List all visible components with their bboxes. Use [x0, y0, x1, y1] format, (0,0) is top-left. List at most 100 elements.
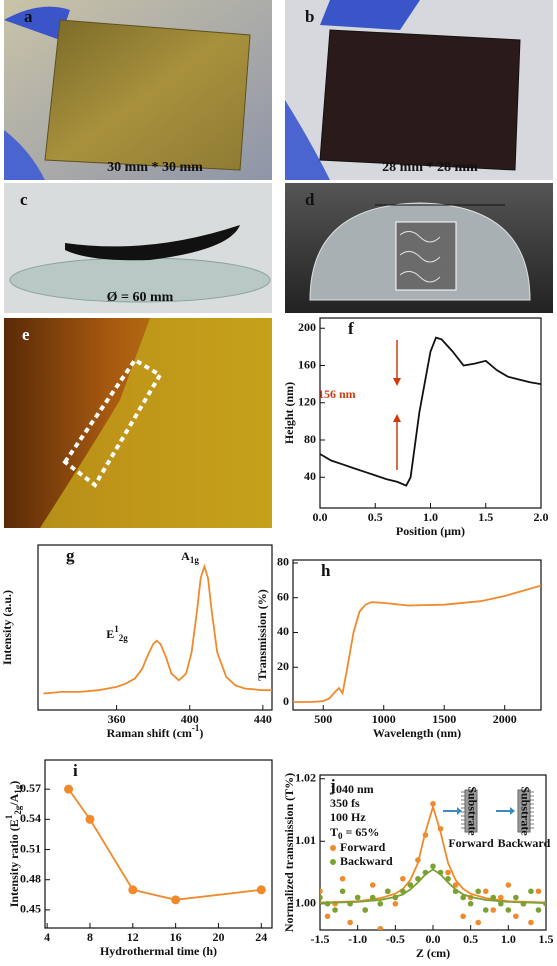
y-axis-label-part: ): [7, 781, 21, 785]
annotation: T0 = 65%: [330, 825, 379, 841]
data-line: [67, 788, 262, 901]
data-point: [362, 907, 369, 913]
y-axis-label-part: /A: [7, 793, 21, 806]
x-tick-label: 0.0: [313, 510, 328, 524]
y-tick-label: 40: [304, 469, 316, 483]
y-tick-label: 0: [283, 694, 289, 708]
data-point: [452, 882, 459, 888]
data-point: [535, 907, 542, 913]
plot-frame: [292, 559, 542, 711]
data-point: [407, 882, 414, 888]
annotation-part: T: [330, 825, 338, 839]
x-axis-label-part: -1: [192, 723, 200, 733]
data-point: [324, 913, 331, 920]
legend-marker: [330, 845, 336, 851]
x-axis-label: Position (μm): [396, 524, 465, 538]
x-tick-label: 1.5: [478, 510, 493, 524]
data-point: [467, 900, 474, 907]
data-line: [320, 336, 541, 487]
arrow-head: [393, 378, 401, 386]
y-tick-label: 80: [277, 555, 289, 569]
x-tick-label: -0.5: [386, 932, 405, 946]
panel-label: f: [348, 319, 354, 338]
data-point: [400, 875, 406, 882]
x-tick-label: 24: [255, 930, 267, 944]
annotation-part: E: [106, 627, 114, 641]
y-tick-label: 0.45: [20, 902, 41, 916]
x-tick-label: 20: [212, 930, 224, 944]
panel-label: b: [305, 7, 314, 26]
annotation-part: 1: [114, 624, 119, 634]
x-tick-label: 2000: [493, 712, 517, 726]
panel-label: g: [66, 546, 75, 565]
panel-label: j: [329, 776, 336, 795]
photo-caption: Ø = 60 mm: [107, 290, 174, 305]
photo-a: a 30 mm * 30 mm: [4, 0, 272, 180]
plot-frame: [37, 544, 273, 711]
data-point: [377, 900, 384, 907]
data-point: [430, 800, 436, 807]
y-tick-label: 40: [277, 624, 289, 638]
data-point: [385, 888, 391, 895]
x-axis-label: Raman shift (cm-1): [107, 723, 204, 740]
annotation-part: A: [181, 549, 190, 563]
data-point: [171, 895, 181, 905]
x-tick-label: 4: [44, 930, 50, 944]
x-tick-label: 440: [254, 712, 272, 726]
data-line: [43, 563, 272, 695]
y-axis-label-part: 1: [4, 814, 14, 819]
panel-label: e: [22, 325, 30, 344]
fit-line: [320, 803, 546, 904]
legend-label: Forward: [340, 840, 386, 854]
annotation-part: 2g: [119, 633, 129, 643]
arrow-head: [393, 414, 401, 422]
legend-marker: [330, 859, 336, 865]
data-point: [482, 907, 489, 913]
x-tick-label: 1500: [432, 712, 456, 726]
panel-label: d: [305, 190, 315, 209]
data-point: [498, 894, 504, 901]
inset-label: Substrate: [465, 786, 479, 836]
annotation: E12g: [106, 624, 128, 643]
x-tick-label: 1.0: [423, 510, 438, 524]
data-point: [475, 888, 482, 895]
y-axis-label-part: 1g: [13, 784, 23, 794]
data-line: [293, 584, 541, 703]
y-tick-label: 0.54: [20, 811, 41, 825]
data-point: [528, 919, 534, 926]
data-point: [369, 894, 376, 901]
y-tick-label: 0.57: [20, 781, 41, 795]
data-point: [498, 900, 504, 907]
x-tick-label: 2.0: [534, 510, 549, 524]
substrate: [464, 789, 478, 833]
panel-label: h: [321, 561, 331, 580]
annotation-part: 0: [338, 831, 343, 841]
y-axis-label-part: Intensity ratio (E: [7, 819, 21, 907]
substrate: [517, 789, 531, 833]
data-point: [320, 894, 323, 901]
fit-line: [320, 868, 546, 904]
y-axis-label: Intensity ratio (E12g/A1g): [4, 781, 23, 908]
data-point: [339, 888, 346, 895]
data-point: [256, 885, 266, 895]
data-point: [505, 882, 512, 888]
data-point: [460, 913, 466, 920]
data-point: [64, 784, 74, 794]
plot-frame: [44, 759, 273, 929]
annotation: A1g: [181, 549, 199, 565]
annotation-part: = 65%: [343, 825, 380, 839]
y-tick-label: 0.51: [20, 841, 41, 855]
y-tick-label: 0.48: [20, 871, 41, 885]
data-point: [528, 888, 534, 895]
annotation: 156 nm: [318, 387, 356, 401]
y-axis-label: Height (nm): [282, 382, 296, 444]
data-point: [320, 888, 323, 895]
inset-label: Forward: [448, 836, 494, 850]
data-point: [377, 925, 384, 930]
x-axis-label-part: ): [199, 726, 203, 740]
x-tick-label: 0.5: [368, 510, 383, 524]
data-point: [475, 919, 482, 926]
photo-caption: 28 mm * 28 mm: [382, 160, 478, 175]
annotation: 350 fs: [330, 796, 360, 810]
data-point: [505, 907, 512, 913]
